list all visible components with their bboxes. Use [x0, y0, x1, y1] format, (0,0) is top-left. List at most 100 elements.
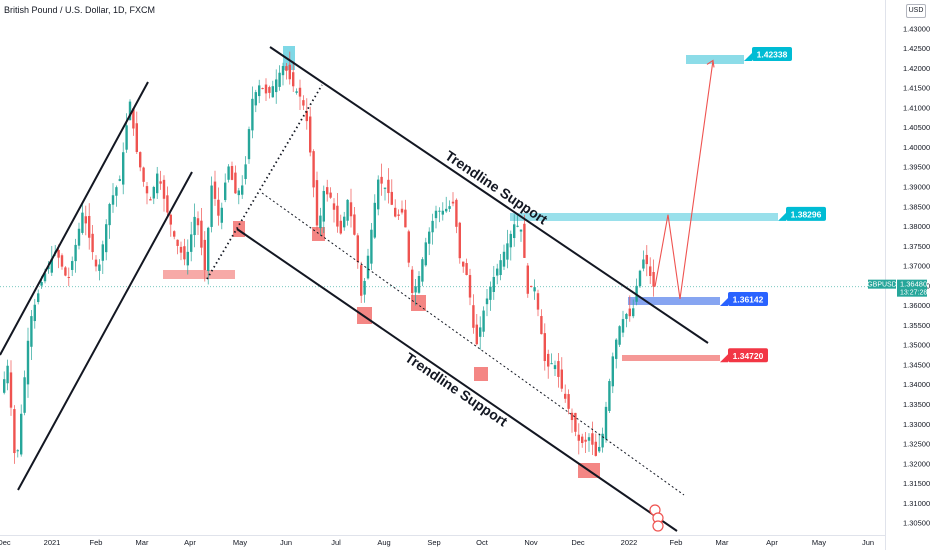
candle-body — [506, 243, 509, 260]
x-tick-label: Oct — [476, 538, 489, 547]
candle-body — [407, 231, 410, 263]
candle-body — [502, 251, 506, 267]
candle-body — [383, 187, 387, 189]
zones-layer — [0, 46, 885, 478]
x-tick-label: Jun — [862, 538, 874, 547]
candle-body — [200, 220, 203, 248]
candle-body — [108, 204, 111, 226]
candle-body — [247, 129, 251, 160]
level-pointer-3 — [720, 298, 728, 307]
candle-body — [448, 206, 451, 209]
candle-body — [482, 310, 485, 332]
candle-body — [366, 255, 370, 279]
candle-body — [550, 363, 553, 365]
projection-arrowhead — [706, 59, 715, 68]
candle-body — [336, 205, 339, 227]
candle-body — [451, 201, 455, 204]
y-tick-label: 1.38000 — [903, 222, 930, 231]
candle-body — [434, 210, 438, 219]
candle-body — [312, 151, 315, 188]
candle-body — [298, 87, 302, 97]
dotted-midline — [261, 192, 685, 496]
candle-body — [404, 209, 407, 228]
candle-body — [101, 244, 104, 261]
candle-body — [519, 229, 523, 232]
y-tick-label: 1.30500 — [903, 519, 930, 528]
y-tick-label: 1.34000 — [903, 380, 930, 389]
candle-body — [431, 220, 434, 233]
candle-body — [584, 439, 587, 442]
candle-body — [421, 259, 424, 282]
candle-body — [220, 207, 223, 223]
y-tick-label: 1.34500 — [903, 360, 930, 369]
candle-body — [237, 190, 240, 196]
candles-layer — [3, 51, 655, 464]
y-tick-label: 1.38500 — [903, 202, 930, 211]
candle-body — [142, 167, 145, 182]
candle-body — [9, 372, 13, 408]
candle-body — [193, 216, 196, 236]
dotted-trendline-short — [206, 84, 323, 280]
x-tick-label: Jun — [280, 538, 292, 547]
labels-layer: Trendline Support Trendline Support 1.4233… — [402, 47, 826, 532]
candle-body — [88, 215, 91, 238]
candle-body — [618, 326, 621, 345]
y-tick-label: 1.32500 — [903, 440, 930, 449]
level-box-1 — [752, 47, 792, 62]
candle-body — [523, 223, 526, 258]
candle-body — [94, 259, 98, 267]
candle-body — [210, 185, 213, 227]
candle-body — [417, 275, 421, 293]
projection-path — [654, 60, 714, 300]
upper-trendline-label: Trendline Support — [442, 147, 551, 227]
x-tick-label: Sep — [427, 538, 440, 547]
candle-body — [611, 356, 614, 387]
currency-badge[interactable]: USD — [906, 4, 926, 18]
candle-body — [217, 199, 220, 216]
candle-body — [475, 324, 478, 345]
candle-body — [234, 172, 237, 194]
y-tick-label: 1.42500 — [903, 44, 930, 53]
candle-body — [370, 229, 373, 264]
candle-body — [547, 353, 550, 367]
candle-body — [567, 394, 570, 409]
y-tick-label: 1.41000 — [903, 103, 930, 112]
candle-body — [111, 195, 115, 205]
candle-body — [380, 176, 383, 184]
candle-body — [128, 101, 132, 121]
candle-body — [281, 66, 285, 76]
top-marker-june — [283, 46, 295, 70]
candle-body — [543, 333, 546, 362]
candle-body — [346, 199, 349, 221]
candle-body — [441, 210, 444, 215]
candle-body — [499, 260, 502, 276]
candle-body — [264, 84, 268, 94]
last-price-badge — [897, 279, 927, 297]
x-tick-label: May — [233, 538, 247, 547]
candle-body — [414, 286, 417, 293]
candle-body — [20, 413, 23, 455]
candle-body — [183, 246, 186, 260]
level-label-3: 1.36142 — [733, 295, 764, 305]
candle-body — [13, 409, 16, 454]
candle-body — [16, 450, 19, 452]
level-pointer-2 — [778, 212, 786, 221]
candle-body — [77, 228, 81, 246]
candle-body — [598, 446, 601, 452]
candle-body — [322, 190, 325, 222]
y-tick-label: 1.33500 — [903, 400, 930, 409]
candle-body — [485, 298, 489, 305]
candle-body — [152, 187, 155, 199]
candle-body — [509, 233, 512, 248]
candle-body — [349, 202, 353, 217]
x-tick-label: Apr — [766, 538, 778, 547]
support-zone-red — [622, 355, 720, 361]
candle-body — [462, 261, 465, 267]
candle-body — [394, 207, 397, 217]
candle-body — [492, 276, 495, 292]
y-tick-label: 1.35000 — [903, 341, 930, 350]
candle-body — [3, 379, 6, 393]
candle-body — [540, 316, 543, 335]
x-tick-label: Nov — [524, 538, 538, 547]
